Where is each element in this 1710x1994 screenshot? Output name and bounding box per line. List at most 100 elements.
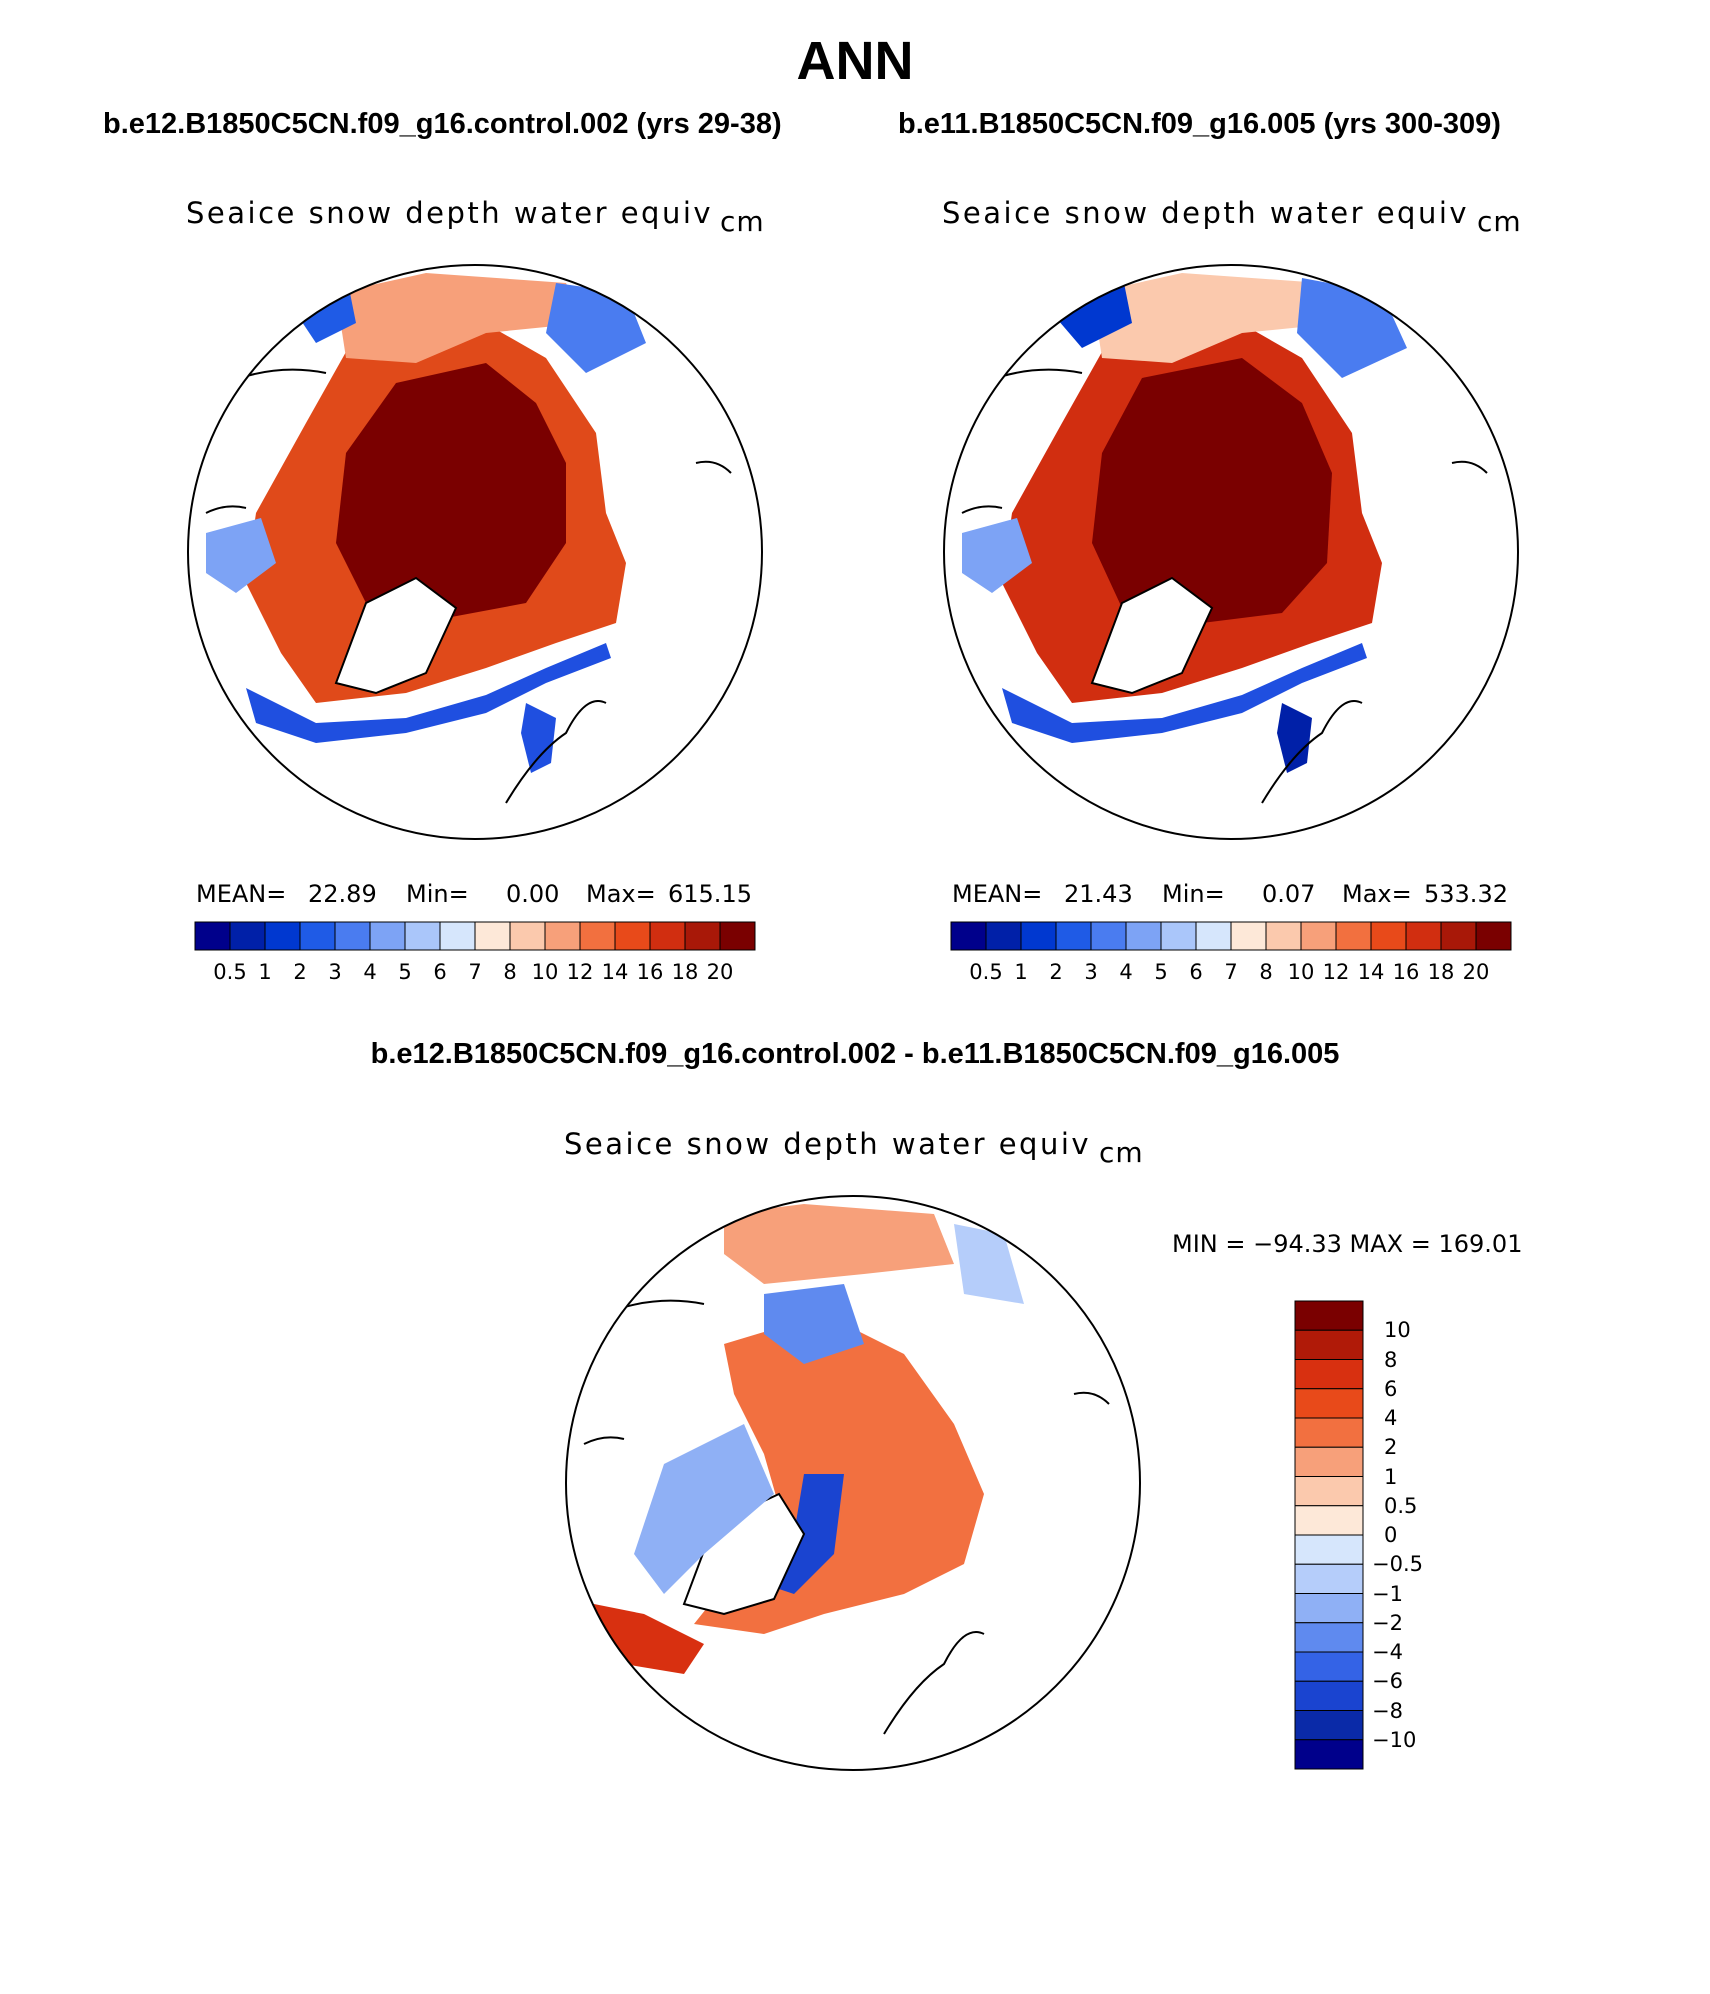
right-colorbar-tick-label: 6: [1189, 960, 1203, 984]
right-colorbar-swatch: [950, 921, 987, 951]
difference-colorbar-swatch: [1294, 1710, 1364, 1741]
right-colorbar-tick-label: 5: [1154, 960, 1168, 984]
left-colorbar-swatch: [579, 921, 616, 951]
snow-field-pacific: [1092, 273, 1342, 363]
diff-field-negative-arc: [764, 1284, 864, 1364]
snow-field-hudson: [206, 518, 276, 593]
difference-colorbar-swatch: [1294, 1563, 1364, 1594]
difference-colorbar-tick-label: 2: [1384, 1435, 1398, 1460]
right-colorbar-tick-label: 7: [1224, 960, 1238, 984]
difference-colorbar-swatch: [1294, 1505, 1364, 1536]
right-colorbar-labels: 0.5 1 2 3 4 5 6 7 8 10 12 14 16 18 20: [951, 960, 1511, 990]
right-colorbar-tick-label: 2: [1049, 960, 1063, 984]
right-colorbar-swatch: [1195, 921, 1232, 951]
left-colorbar-swatch: [649, 921, 686, 951]
difference-colorbar-swatch: [1294, 1329, 1364, 1360]
left-colorbar-tick-label: 5: [398, 960, 412, 984]
diff-units: cm: [1099, 1136, 1144, 1169]
diff-field-bering: [954, 1224, 1024, 1304]
left-min-label: Min=: [406, 880, 469, 908]
right-min-label: Min=: [1162, 880, 1225, 908]
difference-colorbar-tick-label: −4: [1372, 1640, 1403, 1664]
right-colorbar-tick-label: 16: [1392, 960, 1420, 984]
left-colorbar-swatch: [684, 921, 721, 951]
snow-field-baltic: [521, 703, 556, 773]
left-colorbar-swatch: [474, 921, 511, 951]
left-units: cm: [720, 205, 765, 238]
right-colorbar-tick-label: 20: [1462, 960, 1490, 984]
left-colorbar-tick-label: 10: [531, 960, 559, 984]
right-colorbar-tick-label: 3: [1084, 960, 1098, 984]
left-colorbar-swatch: [439, 921, 476, 951]
left-colorbar-tick-label: 12: [566, 960, 594, 984]
difference-colorbar-tick-label: −10: [1372, 1727, 1417, 1752]
difference-title: b.e12.B1850C5CN.f09_g16.control.002 - b.…: [370, 1038, 1340, 1070]
difference-colorbar-swatch: [1294, 1622, 1364, 1653]
left-colorbar-swatch: [299, 921, 336, 951]
difference-colorbar-swatch: [1294, 1300, 1364, 1331]
right-colorbar-tick-label: 4: [1119, 960, 1133, 984]
left-polar-map: [187, 264, 763, 840]
right-colorbar-swatch: [1475, 921, 1512, 951]
difference-colorbar-tick-label: −6: [1372, 1669, 1403, 1694]
right-polar-map: [943, 264, 1519, 840]
left-min-value: 0.00: [506, 880, 560, 908]
diff-minmax: MIN = −94.33 MAX = 169.01: [1172, 1230, 1523, 1258]
right-max-value: 533.32: [1424, 880, 1508, 908]
right-colorbar-tick-label: 1: [1014, 960, 1028, 984]
snow-field-blue-edge: [1002, 643, 1367, 743]
left-colorbar-tick-label: 18: [671, 960, 699, 984]
left-colorbar-tick-label: 0.5: [213, 960, 247, 984]
right-colorbar-tick-label: 12: [1322, 960, 1350, 984]
right-colorbar-swatch: [1090, 921, 1127, 951]
left-colorbar-swatch: [404, 921, 441, 951]
left-colorbar-tick-label: 7: [468, 960, 482, 984]
left-colorbar-swatch: [229, 921, 266, 951]
difference-colorbar-swatch: [1294, 1534, 1364, 1565]
coastline: [961, 368, 1488, 804]
left-colorbar-tick-label: 1: [258, 960, 272, 984]
left-colorbar: [194, 921, 756, 951]
right-colorbar-swatch: [1405, 921, 1442, 951]
difference-colorbar-tick-label: −1: [1372, 1581, 1403, 1606]
greenland: [334, 576, 458, 695]
difference-colorbar-tick-label: 1: [1384, 1464, 1398, 1489]
difference-colorbar-swatch: [1294, 1476, 1364, 1507]
left-mean-value: 22.89: [308, 880, 377, 908]
right-colorbar-tick-label: 10: [1287, 960, 1315, 984]
difference-colorbar-swatch: [1294, 1593, 1364, 1624]
difference-colorbar-tick-label: 4: [1384, 1406, 1398, 1430]
left-colorbar-tick-label: 2: [293, 960, 307, 984]
right-colorbar-tick-label: 0.5: [969, 960, 1003, 984]
difference-colorbar-swatch: [1294, 1651, 1364, 1682]
right-colorbar-swatch: [1440, 921, 1477, 951]
right-mean-value: 21.43: [1064, 880, 1133, 908]
diff-field-canada-blue: [634, 1424, 774, 1594]
right-colorbar-swatch: [1020, 921, 1057, 951]
right-colorbar-swatch: [1335, 921, 1372, 951]
difference-colorbar: [1294, 1300, 1364, 1770]
difference-colorbar-tick-label: 0.5: [1384, 1493, 1418, 1518]
difference-colorbar-swatch: [1294, 1446, 1364, 1477]
left-colorbar-swatch: [719, 921, 756, 951]
snow-field-core: [1092, 358, 1332, 623]
difference-colorbar-tick-label: 0: [1384, 1523, 1398, 1547]
left-max-value: 615.15: [668, 880, 752, 908]
left-field-name: Seaice snow depth water equiv: [186, 196, 714, 230]
coastline: [205, 368, 732, 804]
right-colorbar-tick-label: 8: [1259, 960, 1273, 984]
diff-field-name: Seaice snow depth water equiv: [564, 1127, 1092, 1161]
coastline: [583, 1299, 1110, 1735]
left-colorbar-tick-label: 3: [328, 960, 342, 984]
snow-field-blue-edge: [246, 643, 611, 743]
left-colorbar-swatch: [509, 921, 546, 951]
difference-colorbar-swatch: [1294, 1417, 1364, 1448]
right-colorbar-swatch: [1160, 921, 1197, 951]
left-max-label: Max=: [586, 880, 656, 908]
left-case-title: b.e12.B1850C5CN.f09_g16.control.002 (yrs…: [103, 108, 782, 140]
difference-colorbar-tick-label: 10: [1384, 1318, 1411, 1343]
right-colorbar-tick-label: 14: [1357, 960, 1385, 984]
snow-field-core: [336, 363, 566, 618]
figure-title: ANN: [796, 31, 914, 91]
right-colorbar-swatch: [1265, 921, 1302, 951]
